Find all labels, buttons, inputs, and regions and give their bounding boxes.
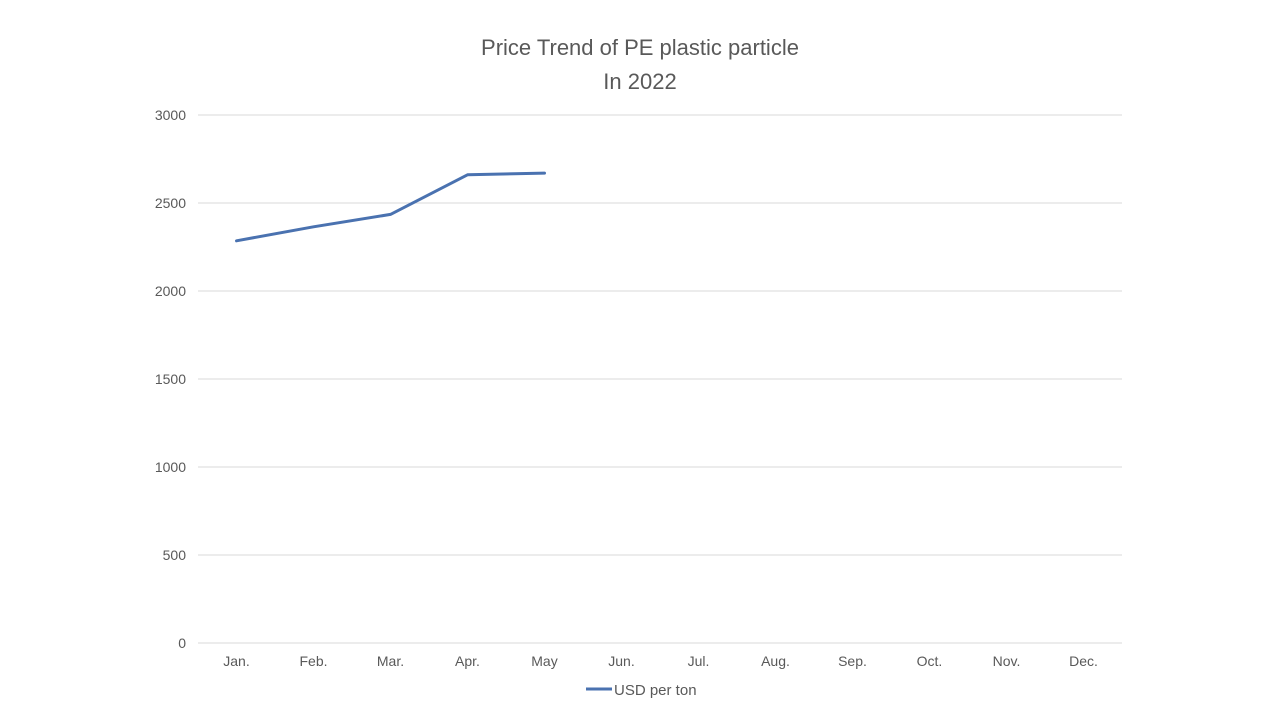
y-tick-label: 500	[163, 547, 187, 563]
x-tick-label: Jun.	[608, 653, 634, 669]
x-tick-label: Nov.	[993, 653, 1021, 669]
chart-title: Price Trend of PE plastic particle In 20…	[481, 35, 799, 94]
series-lines	[236, 173, 544, 241]
y-tick-label: 0	[178, 635, 186, 651]
x-tick-label: Dec.	[1069, 653, 1098, 669]
x-tick-label: May	[531, 653, 557, 669]
x-tick-label: Oct.	[917, 653, 943, 669]
chart-title-line-2: In 2022	[603, 69, 676, 94]
y-tick-label: 3000	[155, 107, 186, 123]
x-tick-label: Sep.	[838, 653, 867, 669]
y-tick-label: 2000	[155, 283, 186, 299]
y-tick-label: 1000	[155, 459, 186, 475]
legend: USD per ton	[586, 682, 697, 699]
x-tick-label: Apr.	[455, 653, 480, 669]
x-tick-label: Feb.	[299, 653, 327, 669]
chart-title-line-1: Price Trend of PE plastic particle	[481, 35, 799, 60]
series-line	[237, 173, 545, 241]
x-tick-label: Aug.	[761, 653, 790, 669]
y-axis-ticks: 0 500 1000 1500 2000 2500 3000	[155, 107, 186, 651]
x-tick-label: Mar.	[377, 653, 404, 669]
y-tick-label: 1500	[155, 371, 186, 387]
gridlines	[198, 115, 1122, 643]
y-tick-label: 2500	[155, 195, 186, 211]
x-tick-label: Jan.	[223, 653, 249, 669]
x-tick-label: Jul.	[688, 653, 710, 669]
legend-label: USD per ton	[614, 682, 697, 699]
x-axis-ticks: Jan. Feb. Mar. Apr. May Jun. Jul. Aug. Sep. Oct. N…	[223, 653, 1098, 669]
